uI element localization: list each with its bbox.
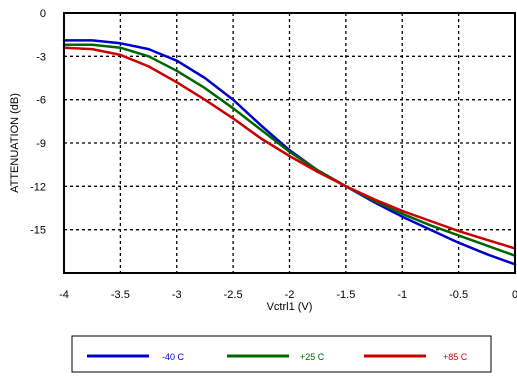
legend-label: +25 C	[300, 352, 325, 362]
x-tick-label: -1.5	[336, 289, 355, 301]
y-tick-label: 0	[40, 8, 46, 20]
x-tick-label: -1	[397, 289, 407, 301]
series-line	[62, 46, 517, 250]
x-axis-title: Vctrl1 (V)	[267, 301, 313, 313]
x-tick-labels: -4 -3.5 -3 -2.5 -2 -1.5 -1 -0.5 0	[59, 289, 517, 301]
y-tick-label: -9	[36, 138, 46, 150]
x-tick-label: -3	[172, 289, 182, 301]
y-tick-label: -3	[36, 51, 46, 63]
x-tick-label: -0.5	[449, 289, 468, 301]
y-axis-title: ATTENUATION (dB)	[9, 93, 21, 193]
legend-items: -40 C +25 C +85 C	[87, 352, 468, 362]
x-tick-label: -2.5	[224, 289, 243, 301]
x-tick-label: -4	[59, 289, 69, 301]
series-layer	[62, 39, 517, 266]
y-tick-labels: 0 -3 -6 -9 -12 -15	[30, 8, 46, 237]
y-tick-label: -12	[30, 181, 46, 193]
x-tick-label: -3.5	[111, 289, 130, 301]
legend-box	[71, 335, 492, 373]
x-tick-label: -2	[285, 289, 295, 301]
legend-label: -40 C	[162, 352, 185, 362]
grid	[64, 13, 515, 273]
series-line	[62, 43, 517, 257]
legend: -40 C +25 C +85 C	[71, 335, 492, 373]
y-tick-label: -6	[36, 95, 46, 107]
y-tick-label: -15	[30, 225, 46, 237]
plot-area-frame	[63, 12, 516, 274]
x-tick-label: 0	[512, 289, 517, 301]
legend-label: +85 C	[443, 352, 468, 362]
